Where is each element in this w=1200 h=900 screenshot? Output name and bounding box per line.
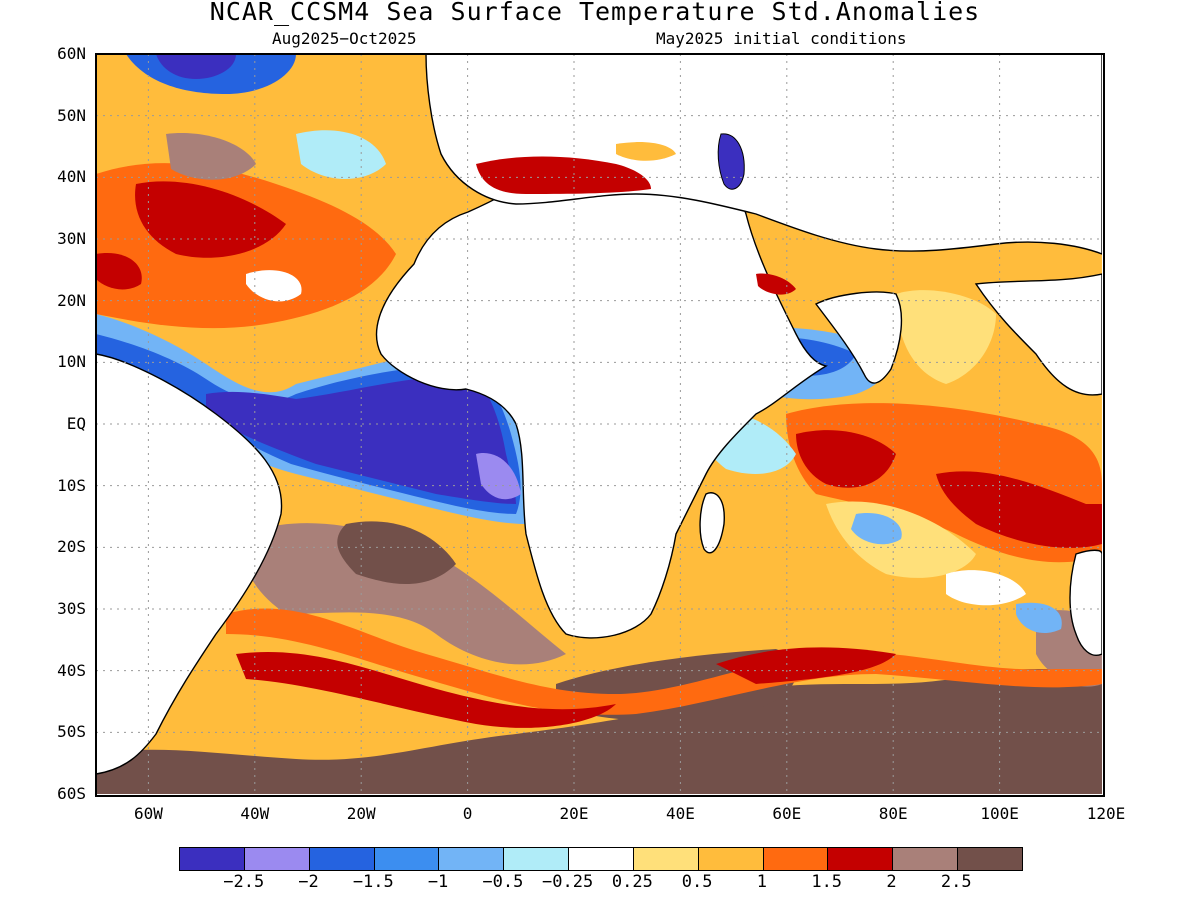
australia	[1069, 549, 1102, 656]
map-svg	[96, 54, 1102, 794]
colorbar-label: −2.5	[223, 872, 265, 892]
colorbar-label: 1	[756, 872, 768, 892]
anomaly-white-natlantic	[246, 270, 302, 302]
colorbar-label: 1.5	[811, 872, 843, 892]
anomaly-red-gulf	[756, 273, 796, 295]
anomaly-lightblue-sindian	[1016, 602, 1062, 634]
anomaly-red-indian-west	[796, 430, 896, 488]
latitude-label: 30N	[57, 229, 86, 248]
eurasia	[425, 54, 1102, 255]
se-asia	[974, 273, 1102, 396]
latitude-label: 50S	[57, 722, 86, 742]
anomaly-red-streak-agulhas	[716, 647, 896, 684]
latitude-label: 40S	[57, 660, 86, 680]
anomaly-darkbrown-satlantic	[337, 521, 456, 584]
anomaly-orange-blacksea	[616, 142, 676, 161]
anomaly-white-indian	[946, 570, 1026, 606]
latitude-label: 30S	[57, 599, 86, 618]
anomaly-brown-satlantic	[243, 523, 567, 665]
colorbar-label: −0.5	[482, 872, 524, 892]
longitude-label: 60W	[133, 804, 163, 823]
gridlines	[96, 54, 1102, 794]
colorbar-swatch	[504, 848, 570, 870]
india	[814, 291, 903, 384]
colorbar-swatch	[439, 848, 505, 870]
forecast-period: Aug2025−Oct2025	[272, 29, 417, 48]
colorbar	[179, 847, 1023, 871]
anomaly-red-mediterranean	[476, 156, 651, 194]
anomaly-darkblue-eqatlantic	[206, 379, 516, 504]
latitude-label: 20N	[57, 290, 86, 310]
anomaly-darkblue-labrador	[156, 54, 236, 79]
anomaly-red-indian-east	[936, 471, 1102, 548]
colorbar-swatch	[633, 848, 699, 870]
anomaly-purple-benguela	[476, 453, 521, 500]
longitude-label: 120E	[1086, 804, 1126, 823]
anomaly-lightblue-indian	[851, 513, 902, 545]
colorbar-swatch	[828, 848, 894, 870]
colorbar-label: 0.5	[681, 872, 713, 892]
colorbar-swatch	[698, 848, 764, 870]
chart-title: NCAR_CCSM4 Sea Surface Temperature Std.A…	[209, 0, 981, 26]
colorbar-label: −2	[298, 872, 319, 892]
colorbar-label: 0.25	[611, 872, 653, 892]
land-masses	[96, 54, 1102, 775]
longitude-label: 100E	[980, 804, 1019, 823]
colorbar-swatch	[244, 848, 310, 870]
longitude-label: 20W	[346, 804, 376, 823]
anomaly-lightblue-midatlantic	[296, 130, 386, 179]
colorbar-swatch	[958, 848, 1022, 870]
anomaly-orange-streak	[226, 608, 1102, 715]
colorbar-swatch	[180, 848, 245, 870]
latitude-label: 60S	[57, 784, 86, 803]
latitude-label: 10S	[57, 475, 86, 495]
colorbar-label: 2.5	[940, 872, 972, 892]
latitude-label: 10N	[57, 352, 86, 372]
longitude-label: 80E	[878, 804, 908, 823]
latitude-label: 60N	[57, 44, 86, 63]
anomaly-darkblue-caspian	[717, 133, 745, 190]
colorbar-swatch	[893, 848, 959, 870]
anomaly-map	[96, 54, 1102, 794]
latitude-label: 40N	[57, 167, 86, 187]
anomaly-red-natlantic	[135, 181, 286, 258]
colorbar-swatch	[309, 848, 375, 870]
colorbar-label: 2	[886, 872, 897, 892]
anomaly-brown-south	[96, 664, 1102, 794]
longitude-label: 20E	[559, 804, 589, 823]
anomaly-brown-natlantic	[166, 133, 256, 180]
madagascar	[699, 492, 725, 554]
anomaly-red-streak-south	[236, 652, 616, 728]
latitude-label: 50N	[57, 105, 86, 125]
colorbar-label: −1	[427, 872, 449, 892]
colorbar-label: −1.5	[352, 872, 394, 892]
longitude-label: 40E	[665, 804, 695, 823]
anomaly-red-caribbean	[96, 253, 142, 290]
anomaly-yellow-bengal	[896, 290, 996, 384]
latitude-label: EQ	[66, 414, 86, 433]
longitude-label: 0	[462, 804, 473, 823]
south-america	[96, 353, 283, 775]
colorbar-swatch	[569, 848, 634, 870]
colorbar-swatch	[374, 848, 440, 870]
longitude-label: 40W	[240, 804, 270, 823]
colorbar-swatch	[763, 848, 829, 870]
latitude-label: 20S	[57, 537, 86, 557]
initial-conditions: May2025 initial conditions	[656, 29, 907, 48]
colorbar-label: −0.25	[542, 872, 594, 892]
longitude-label: 60E	[772, 804, 802, 823]
